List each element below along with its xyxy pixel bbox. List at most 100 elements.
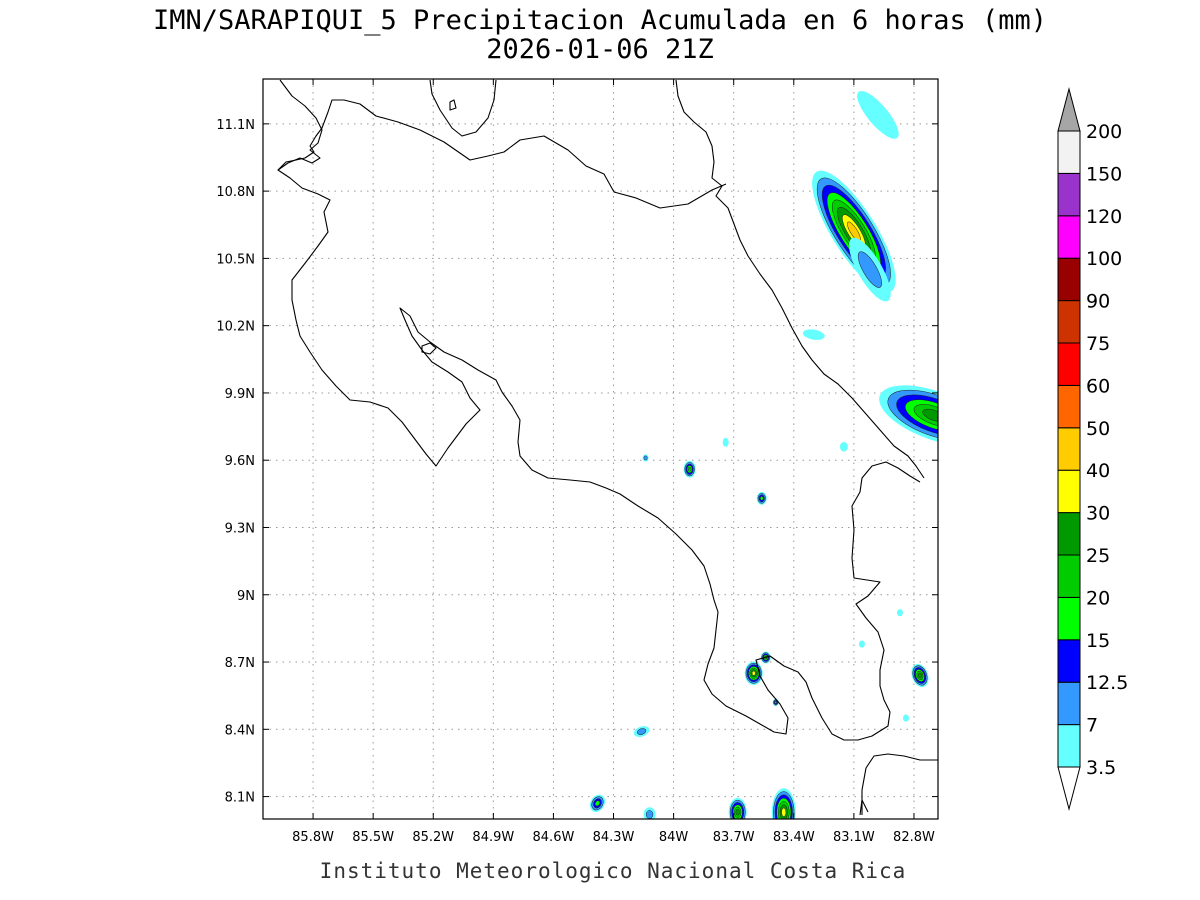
colorbar-segment: [1057, 257, 1081, 302]
longitude-axis: 85.8W 85.5W 85.2W 84.9W 84.6W 84.3W 84W 83.7W 83…: [292, 79, 935, 845]
precip-cell: [633, 726, 650, 737]
precip-contour: [922, 408, 938, 422]
lon-tick-label: 85.8W: [292, 830, 334, 845]
precip-cell: [722, 437, 729, 447]
lon-tick-label: 84.9W: [472, 830, 514, 845]
lat-tick-label: 9N: [237, 589, 255, 604]
latitude-axis: 11.1N 10.8N 10.5N 10.2N 9.9N 9.6N 9.3N 9N 8.7N 8.…: [216, 118, 938, 806]
map-plot-area: 85.8W 85.5W 85.2W 84.9W 84.6W 84.3W 84W 83.7W 83…: [216, 78, 939, 845]
chira-island: [421, 342, 437, 355]
precip-contour: [858, 640, 865, 648]
nicaragua-border: [277, 99, 727, 209]
lat-tick-label: 10.5N: [216, 252, 255, 267]
map-valid-time: 2026-01-06 21Z: [486, 34, 714, 65]
colorbar-level-label: 150: [1086, 163, 1122, 185]
lat-tick-label: 9.6N: [225, 454, 255, 469]
panama-border: [861, 753, 938, 815]
precip-cell: [771, 788, 796, 819]
precip-contour: [774, 701, 777, 704]
lat-tick-label: 10.2N: [216, 320, 255, 335]
coastline-layer: [277, 79, 938, 816]
precipitation-field: [589, 90, 938, 819]
lat-tick-label: 9.9N: [225, 387, 255, 402]
precip-cell: [902, 714, 909, 722]
lat-tick-label: 10.8N: [216, 185, 255, 200]
lat-tick-label: 11.1N: [216, 118, 255, 133]
precip-contour: [917, 672, 922, 679]
precip-contour: [802, 329, 825, 340]
colorbar-level-label: 50: [1086, 418, 1110, 440]
colorbar-segment: [1057, 300, 1081, 344]
lon-tick-label: 85.2W: [412, 830, 454, 845]
precip-contour: [857, 251, 882, 288]
colorbar-over-arrow: [1057, 87, 1081, 132]
colorbar-level-label: 120: [1086, 206, 1122, 228]
colorbar-segment: [1057, 215, 1081, 259]
colorbar-level-label: 90: [1086, 291, 1110, 313]
colorbar-segment: [1057, 596, 1081, 641]
colorbar-under-arrow: [1057, 766, 1081, 811]
burica-peninsula: [859, 799, 869, 816]
colorbar-segment: [1057, 554, 1081, 598]
precip-contour: [643, 455, 648, 461]
colorbar-segment: [1057, 639, 1081, 683]
precip-cell: [911, 663, 929, 688]
colorbar-level-label: 20: [1086, 587, 1110, 609]
lon-tick-label: 85.5W: [352, 830, 394, 845]
lake-islet: [449, 99, 457, 111]
precip-cell: [589, 794, 606, 812]
colorbar-level-label: 75: [1086, 333, 1110, 355]
precip-cell: [802, 329, 825, 340]
precip-cell: [858, 640, 865, 648]
precip-contour: [751, 670, 756, 676]
colorbar-level-label: 7: [1086, 715, 1098, 737]
precip-contour: [687, 466, 692, 472]
colorbar-segment: [1057, 384, 1081, 429]
colorbar-segment: [1057, 342, 1081, 386]
colorbar-level-label: 60: [1086, 375, 1110, 397]
precip-cell: [857, 90, 899, 139]
lon-tick-label: 83.1W: [833, 830, 875, 845]
precip-cell: [744, 661, 763, 685]
map-frame: [262, 78, 939, 820]
colorbar-segment: [1057, 681, 1081, 726]
precip-cell: [683, 460, 696, 478]
colorbar-level-label: 30: [1086, 503, 1110, 525]
precip-contour: [645, 810, 654, 819]
precip-cell: [849, 237, 891, 302]
lon-tick-label: 82.8W: [893, 830, 935, 845]
precip-contour: [722, 437, 729, 447]
precip-contour: [735, 809, 740, 816]
lon-tick-label: 83.7W: [713, 830, 755, 845]
lon-tick-label: 84.3W: [593, 830, 635, 845]
precip-cell: [879, 385, 938, 446]
colorbar-segment: [1057, 130, 1081, 174]
colorbar-level-label: 12.5: [1086, 672, 1128, 694]
colorbar-level-label: 25: [1086, 545, 1110, 567]
lon-tick-label: 83.4W: [773, 830, 815, 845]
colorbar-segment: [1057, 172, 1081, 217]
precip-contour: [857, 90, 899, 139]
lat-tick-label: 8.4N: [225, 723, 255, 738]
lon-tick-label: 84.6W: [533, 830, 575, 845]
precip-contour: [839, 441, 848, 452]
colorbar-segment: [1057, 469, 1081, 514]
colorbar-level-label: 3.5: [1086, 757, 1116, 779]
precip-contour: [896, 609, 903, 617]
colorbar-segment: [1057, 724, 1081, 768]
precip-cell: [839, 441, 848, 452]
precip-cell: [728, 797, 747, 819]
precip-cell: [642, 454, 649, 462]
lon-tick-label: 84W: [659, 830, 689, 845]
colorbar-segment: [1057, 427, 1081, 471]
colorbar-level-label: 100: [1086, 248, 1122, 270]
lat-tick-label: 9.3N: [225, 521, 255, 536]
colorbar-segment: [1057, 512, 1081, 556]
precip-contour: [759, 496, 764, 501]
lake-nicaragua-shore: [429, 79, 497, 137]
precip-contour: [781, 807, 787, 817]
precip-contour: [636, 728, 647, 735]
precip-contour: [594, 800, 601, 807]
map-title: IMN/SARAPIQUI_5 Precipitacion Acumulada …: [153, 5, 1047, 36]
